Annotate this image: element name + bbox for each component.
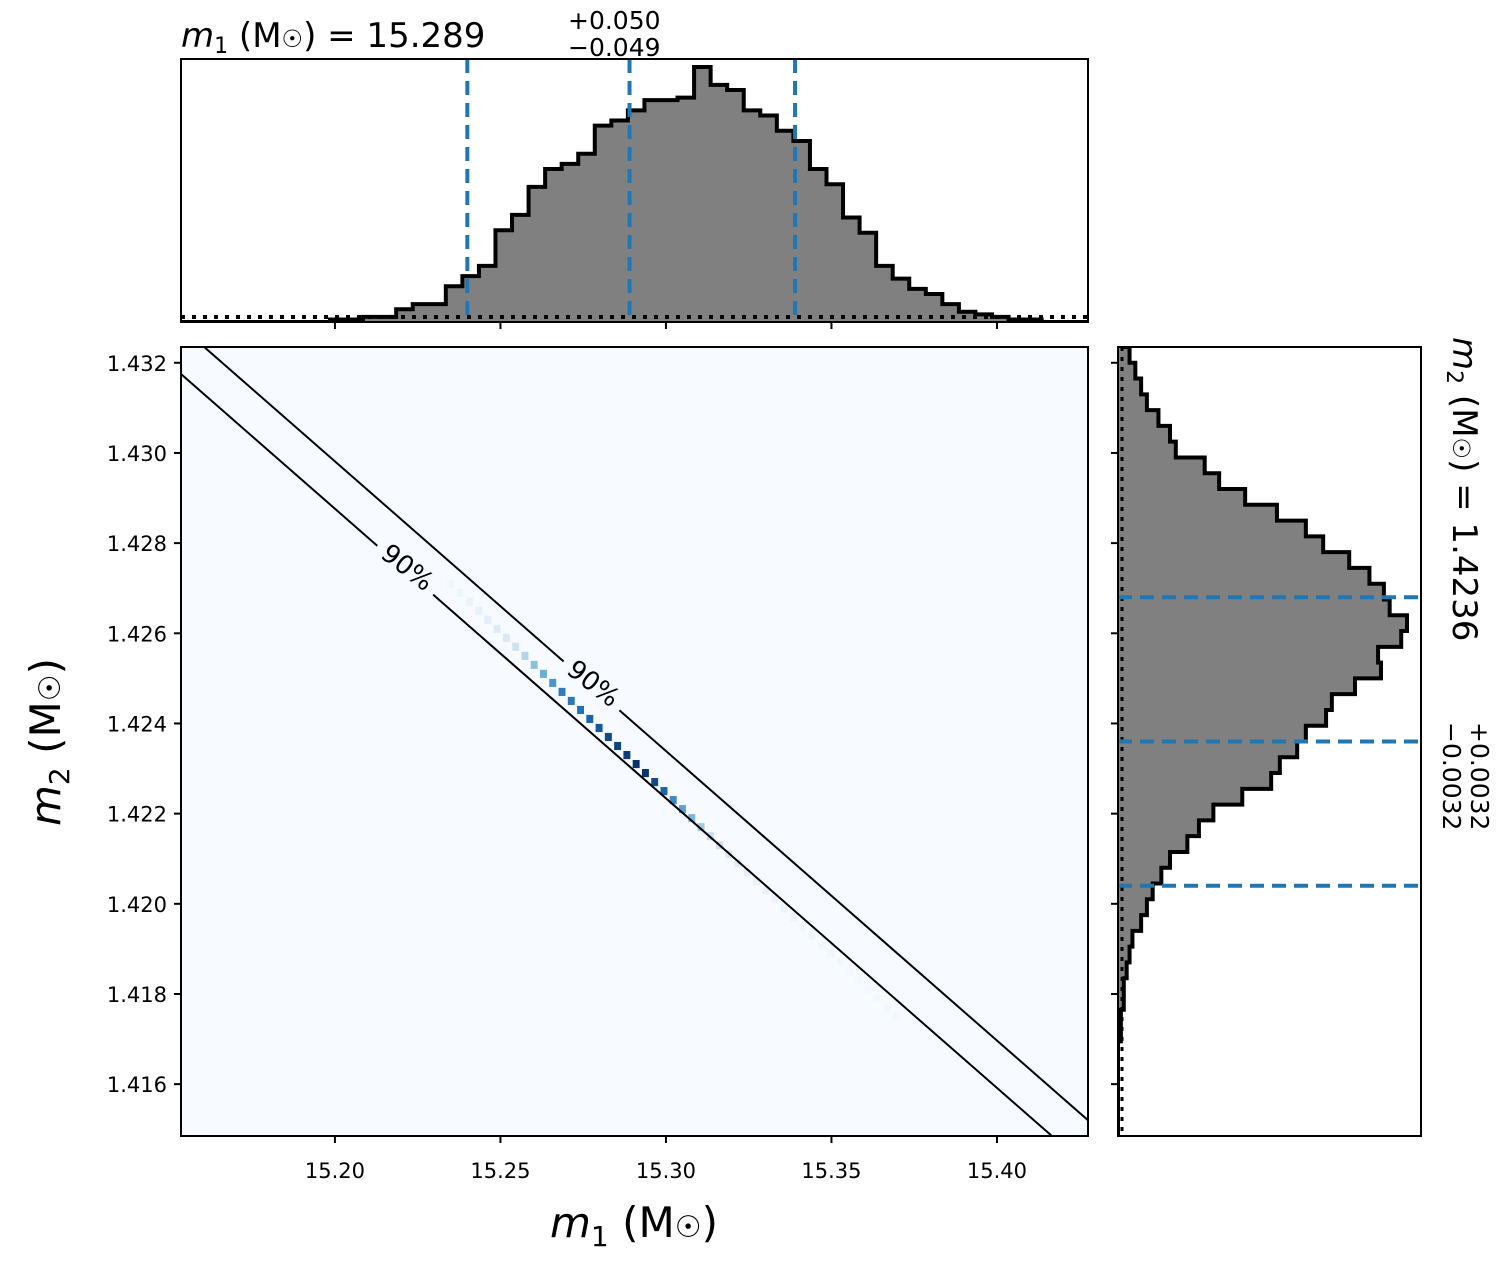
m2-histogram-fill — [1118, 347, 1407, 1136]
x-tick-label: 15.25 — [470, 1159, 530, 1183]
m2-title-plus: +0.0032 — [1465, 722, 1494, 830]
m2-title-minus: −0.0032 — [1437, 722, 1466, 830]
heatmap-cell — [669, 796, 677, 805]
m1-title-minus: −0.049 — [568, 33, 661, 62]
x-axis-label: m1 (M☉) — [550, 1198, 718, 1253]
heatmap-cell — [623, 750, 631, 760]
heatmap-cell — [780, 904, 788, 913]
x-tick-label: 15.20 — [305, 1159, 365, 1183]
heatmap-cell — [641, 769, 649, 778]
heatmap-cell — [614, 741, 622, 751]
y-tick-label: 1.428 — [107, 532, 167, 556]
x-tick-label: 15.40 — [967, 1159, 1027, 1183]
m2-histogram-outline — [1118, 347, 1409, 1136]
heatmap-cell — [873, 994, 881, 1003]
m1-title-plus: +0.050 — [568, 6, 661, 35]
y-tick-label: 1.424 — [107, 712, 167, 736]
heatmap-cell — [558, 687, 566, 696]
heatmap-cell — [465, 597, 473, 606]
y-tick-label: 1.420 — [107, 893, 167, 917]
m1-title: m1 (M☉) = 15.289 — [181, 16, 485, 59]
heatmap-cell — [502, 633, 510, 642]
heatmap-cell — [595, 723, 603, 733]
m1-histogram-outline — [181, 65, 1088, 322]
heatmap-cell — [697, 823, 705, 832]
contour-90-line — [181, 373, 1054, 1136]
contour-label-mask — [366, 529, 449, 605]
heatmap-cell — [836, 958, 844, 967]
heatmap-cell — [790, 913, 798, 922]
y-tick-label: 1.418 — [107, 983, 167, 1007]
heatmap-cell — [892, 1012, 900, 1021]
heatmap-cell — [567, 696, 575, 705]
heatmap-cell — [484, 615, 492, 624]
x-tick-label: 15.35 — [801, 1159, 861, 1183]
m2-histogram-frame — [1117, 346, 1422, 1137]
heatmap-cell — [855, 976, 863, 985]
y-tick-label: 1.422 — [107, 803, 167, 827]
heatmap-cell — [577, 705, 585, 714]
joint-frame — [180, 346, 1089, 1137]
m1-histogram-fill — [181, 67, 1088, 322]
heatmap-cell — [771, 895, 779, 904]
heatmap-cell — [475, 606, 483, 615]
heatmap-cell — [604, 732, 612, 742]
y-tick-label: 1.416 — [107, 1073, 167, 1097]
joint-panel: 15.20 15.25 15.30 15.35 15.40 1.416 1.418 1.420… — [107, 346, 1089, 1183]
heatmap-cell — [845, 967, 853, 976]
heatmap-cell — [882, 1003, 890, 1012]
heatmap-cell — [762, 886, 770, 895]
y-tick-label: 1.426 — [107, 622, 167, 646]
heatmap-cell — [679, 805, 686, 814]
heatmap-cell — [799, 922, 807, 931]
heatmap-cell — [521, 651, 529, 660]
m1-histogram-frame — [180, 58, 1089, 323]
heatmap-cell — [456, 588, 464, 597]
y-tick-label: 1.430 — [107, 442, 167, 466]
joint-background — [181, 347, 1088, 1136]
svg-text:m2 (M☉) = 1.4236: m2 (M☉) = 1.4236 — [1441, 337, 1484, 641]
contour-label-mask — [552, 645, 635, 721]
heatmap-cell — [512, 642, 520, 651]
heatmap-cell — [808, 931, 816, 940]
heatmap-cell — [632, 759, 640, 769]
m2-histogram-panel — [1111, 346, 1422, 1137]
heatmap-cell — [827, 949, 835, 958]
heatmap-cell — [651, 778, 659, 787]
heatmap-cell — [586, 714, 594, 724]
m1-histogram-panel — [180, 58, 1089, 329]
x-tick-label: 15.30 — [636, 1159, 696, 1183]
contour-90-line — [202, 347, 1088, 1121]
heatmap-cell — [864, 985, 872, 994]
heatmap-cell — [688, 814, 696, 823]
heatmap-cell — [753, 877, 761, 886]
y-tick-label: 1.432 — [107, 352, 167, 376]
heatmap-cell — [734, 859, 742, 868]
m2-title: m2 (M☉) = 1.4236 +0.0032 −0.0032 — [1437, 337, 1494, 830]
heatmap-cell — [493, 624, 501, 633]
heatmap-cell — [818, 940, 826, 949]
y-axis-label: m2 (M☉) — [21, 658, 76, 826]
heatmap-cell — [530, 660, 538, 669]
heatmap-cell — [743, 868, 751, 877]
heatmap-cell — [539, 669, 547, 678]
heatmap-cell — [447, 579, 455, 588]
heatmap-cell — [660, 787, 668, 796]
heatmap-cell — [549, 678, 557, 687]
